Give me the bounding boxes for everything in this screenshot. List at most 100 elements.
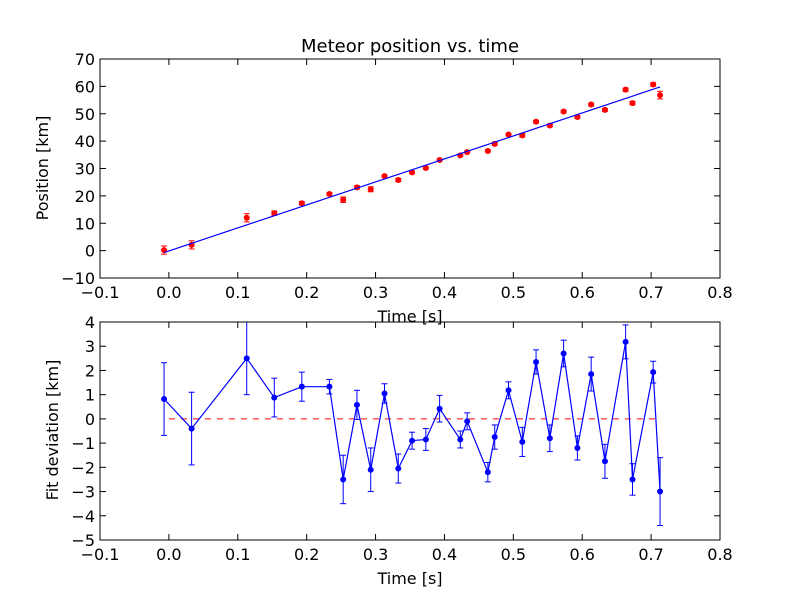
data-point xyxy=(484,147,491,154)
x-tick-label: 0.8 xyxy=(707,283,732,302)
x-tick-label: 0.3 xyxy=(363,545,388,564)
data-point xyxy=(657,92,664,99)
x-tick-label: 0.4 xyxy=(432,283,457,302)
y-tick-label: 1 xyxy=(85,386,95,405)
deviation-series-line xyxy=(163,341,661,492)
y-tick-label: 0 xyxy=(85,242,95,261)
data-point xyxy=(326,383,333,390)
position-plot-frame xyxy=(99,58,721,279)
data-point xyxy=(629,476,636,483)
y-tick-label: 60 xyxy=(75,77,95,96)
data-point xyxy=(298,383,305,390)
data-point xyxy=(188,425,195,432)
data-point xyxy=(271,394,278,401)
data-point xyxy=(367,466,374,473)
data-point xyxy=(560,108,567,115)
data-point xyxy=(622,338,629,345)
x-tick-label: 0.2 xyxy=(294,545,319,564)
x-tick-label: 0.6 xyxy=(569,545,594,564)
data-point xyxy=(601,106,608,113)
y-tick-label: 4 xyxy=(85,313,95,332)
data-point xyxy=(484,469,491,476)
x-tick-label: 0.0 xyxy=(156,283,181,302)
y-tick-label: −2 xyxy=(71,458,95,477)
data-point xyxy=(519,438,526,445)
data-point xyxy=(505,131,512,138)
x-tick-label: 0.7 xyxy=(638,283,663,302)
y-tick-label: −3 xyxy=(71,483,95,502)
data-point xyxy=(622,86,629,93)
deviation-plot-ylabel: Fit deviation [km] xyxy=(43,360,62,501)
data-point xyxy=(457,436,464,443)
y-tick-label: 30 xyxy=(75,160,95,179)
y-tick-label: 2 xyxy=(85,361,95,380)
data-point xyxy=(588,371,595,378)
x-tick-label: 0.1 xyxy=(225,283,250,302)
x-tick-label: −0.1 xyxy=(81,545,120,564)
data-point xyxy=(546,435,553,442)
x-tick-label: 0.0 xyxy=(156,545,181,564)
data-point xyxy=(395,465,402,472)
deviation-plot-xlabel: Time [s] xyxy=(376,569,442,588)
y-tick-label: −5 xyxy=(71,531,95,550)
data-point xyxy=(395,176,402,183)
y-tick-label: −10 xyxy=(61,269,95,288)
data-point xyxy=(298,200,305,207)
data-point xyxy=(409,437,416,444)
x-tick-label: 0.1 xyxy=(225,545,250,564)
x-tick-label: 0.2 xyxy=(294,283,319,302)
position-plot: Meteor position vs. time Time [s] Positi… xyxy=(33,36,733,326)
deviation-plot-ticks: −0.1 0.0 0.1 0.2 0.3 0.4 0.5 0.6 0.7 0.8 −5 −4 −3 −2 −… xyxy=(71,313,732,564)
y-tick-label: 10 xyxy=(75,214,95,233)
data-point xyxy=(340,196,347,203)
data-point xyxy=(340,476,347,483)
data-point xyxy=(243,355,250,362)
y-tick-label: 70 xyxy=(75,50,95,69)
data-point xyxy=(505,387,512,394)
y-tick-label: 40 xyxy=(75,132,95,151)
position-plot-content xyxy=(161,81,664,255)
data-point xyxy=(491,434,498,441)
y-tick-label: 20 xyxy=(75,187,95,206)
x-tick-label: 0.6 xyxy=(569,283,594,302)
data-point xyxy=(650,369,657,376)
data-point xyxy=(574,444,581,451)
data-point xyxy=(533,118,540,125)
x-tick-label: 0.4 xyxy=(432,545,457,564)
data-point xyxy=(161,396,168,403)
data-point xyxy=(650,81,657,88)
data-point xyxy=(422,436,429,443)
position-plot-xlabel: Time [s] xyxy=(376,307,442,326)
x-tick-label: 0.5 xyxy=(501,545,526,564)
data-point xyxy=(588,101,595,108)
data-point xyxy=(629,100,636,107)
position-plot-ticks: −0.1 0.0 0.1 0.2 0.3 0.4 0.5 0.6 0.7 0.8 −10 0 10 20 3… xyxy=(61,50,732,302)
data-point xyxy=(601,458,608,465)
x-tick-label: −0.1 xyxy=(81,283,120,302)
data-point xyxy=(243,214,250,221)
x-tick-label: 0.5 xyxy=(501,283,526,302)
y-tick-label: −1 xyxy=(71,434,95,453)
data-point xyxy=(560,350,567,357)
x-tick-label: 0.8 xyxy=(707,545,732,564)
deviation-plot-content xyxy=(161,322,664,526)
position-plot-ylabel: Position [km] xyxy=(33,116,52,221)
y-tick-label: 0 xyxy=(85,410,95,429)
data-point xyxy=(436,405,443,412)
deviation-plot: Time [s] Fit deviation [km] −0.1 0.0 0.1 0.… xyxy=(43,313,733,588)
data-point xyxy=(657,488,664,495)
fit-line xyxy=(163,86,661,254)
data-point xyxy=(353,401,360,408)
data-point xyxy=(326,190,333,197)
y-tick-label: −4 xyxy=(71,507,95,526)
y-tick-label: 3 xyxy=(85,337,95,356)
data-point xyxy=(381,390,388,397)
x-tick-label: 0.3 xyxy=(363,283,388,302)
x-tick-label: 0.7 xyxy=(638,545,663,564)
y-tick-label: 50 xyxy=(75,105,95,124)
data-point xyxy=(161,247,168,254)
position-plot-title: Meteor position vs. time xyxy=(301,36,519,57)
data-point xyxy=(367,186,374,193)
